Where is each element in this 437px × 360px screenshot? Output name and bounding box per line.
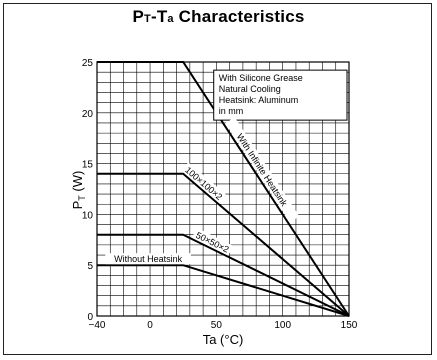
y-axis-label: PT (W) <box>70 171 87 210</box>
series-line <box>97 233 350 317</box>
y-tick-label: 5 <box>87 261 93 272</box>
y-tick-label: 20 <box>82 109 94 120</box>
y-tick-label: 15 <box>82 160 94 171</box>
y-tick-label: 0 <box>87 312 93 323</box>
annotation-line: Heatsink: Aluminum <box>219 95 299 105</box>
x-tick-label: 50 <box>211 320 223 331</box>
annotation-line: With Silicone Grease <box>219 73 303 83</box>
series-label: 100×100×2 <box>183 165 224 202</box>
x-tick-label: 150 <box>341 320 358 331</box>
y-tick-label: 25 <box>82 58 94 69</box>
series-label-bg <box>181 162 227 204</box>
plot-area-border <box>96 61 350 317</box>
annotation-line: Natural Cooling <box>219 84 281 94</box>
x-axis-label: Ta (°C) <box>203 332 244 347</box>
series <box>97 61 350 317</box>
series-label-bg <box>192 228 234 256</box>
annotation-box-bg <box>213 69 348 121</box>
x-tick-label: 100 <box>274 320 291 331</box>
annotation-line: in mm <box>219 106 244 116</box>
x-tick-label: −40 <box>89 320 106 331</box>
series-label-bg <box>105 253 191 265</box>
series-label: Without Heatsink <box>114 254 183 264</box>
series-label-bg <box>225 117 300 223</box>
series-line <box>97 264 350 317</box>
chart-title: PT-Ta Characteristics <box>132 7 305 26</box>
y-tick-label: 10 <box>82 210 94 221</box>
series-line <box>97 172 350 317</box>
x-tick-label: 0 <box>147 320 153 331</box>
series-line <box>97 61 350 317</box>
